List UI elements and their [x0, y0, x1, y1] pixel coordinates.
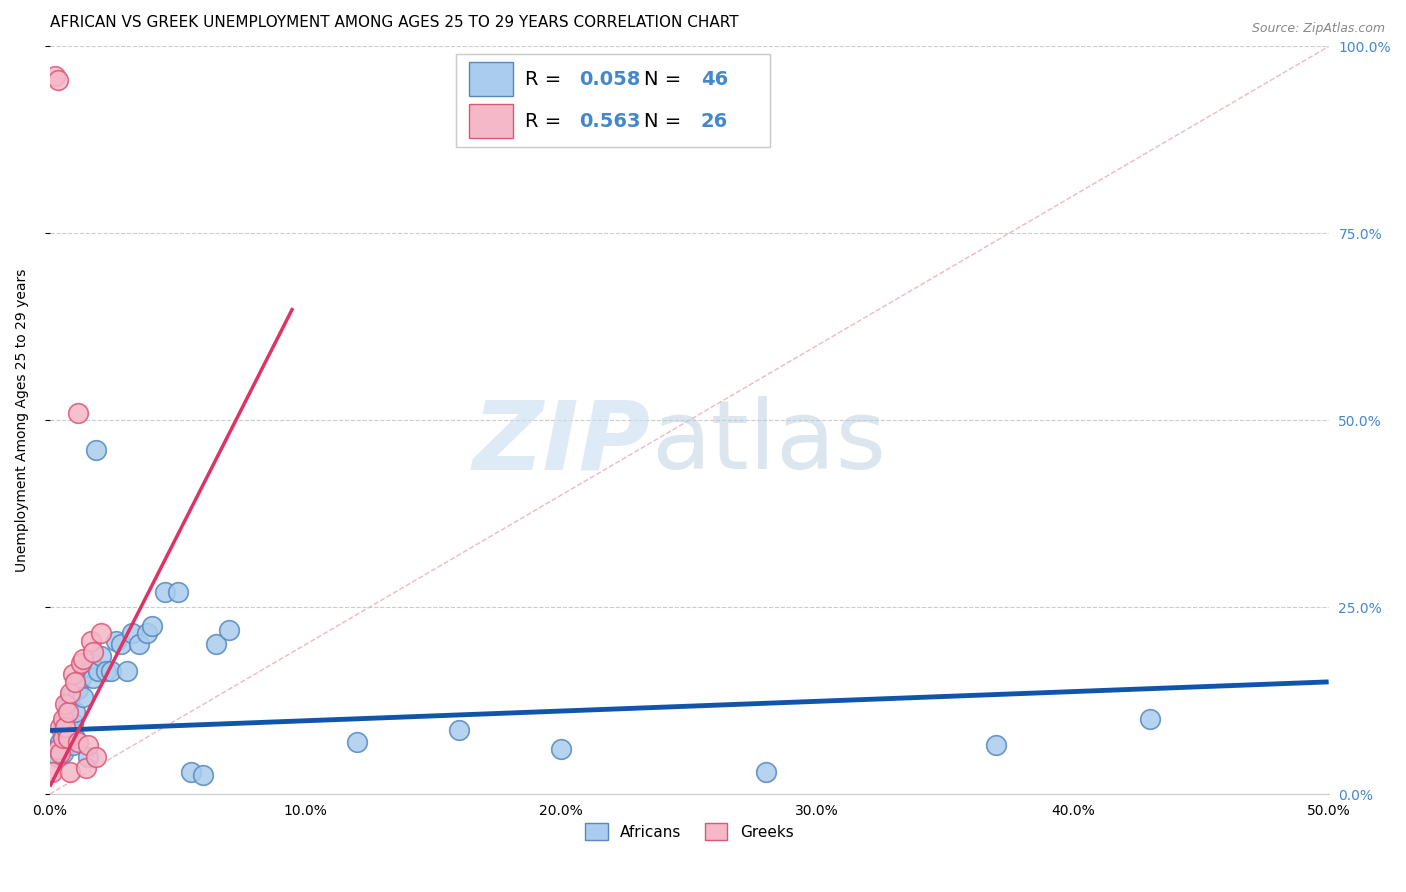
Point — [66, 734, 89, 748]
Point — [90, 648, 112, 663]
Point — [121, 626, 143, 640]
Point — [755, 764, 778, 779]
Point — [44, 742, 66, 756]
Point — [84, 749, 107, 764]
Point — [193, 768, 215, 782]
Point — [115, 664, 138, 678]
Point — [46, 73, 69, 87]
Text: atlas: atlas — [651, 396, 886, 489]
Point — [49, 734, 72, 748]
Point — [65, 674, 87, 689]
Point — [62, 716, 84, 731]
Point — [75, 660, 97, 674]
Point — [128, 638, 150, 652]
Y-axis label: Unemployment Among Ages 25 to 29 years: Unemployment Among Ages 25 to 29 years — [15, 268, 30, 572]
Point — [100, 664, 122, 678]
Point — [136, 626, 159, 640]
Point — [218, 623, 240, 637]
Point — [179, 764, 201, 779]
Point — [346, 734, 368, 748]
Point — [53, 698, 76, 712]
Point — [141, 619, 163, 633]
Legend: Africans, Greeks: Africans, Greeks — [579, 817, 800, 847]
Point — [56, 705, 79, 719]
Point — [53, 712, 76, 726]
Text: ZIP: ZIP — [472, 396, 651, 489]
Point — [80, 656, 103, 670]
Point — [77, 749, 100, 764]
Text: Source: ZipAtlas.com: Source: ZipAtlas.com — [1251, 22, 1385, 36]
Point — [59, 686, 82, 700]
Point — [44, 70, 66, 84]
Point — [72, 690, 94, 704]
Point — [1139, 712, 1161, 726]
Point — [59, 764, 82, 779]
Point — [84, 443, 107, 458]
Point — [69, 671, 91, 685]
Point — [69, 656, 91, 670]
Point — [153, 585, 176, 599]
Point — [75, 761, 97, 775]
Point — [53, 739, 76, 753]
Point — [82, 671, 104, 685]
Point — [52, 720, 75, 734]
Point — [94, 664, 117, 678]
Point — [87, 664, 110, 678]
Point — [65, 731, 87, 745]
Point — [105, 633, 128, 648]
Point — [77, 739, 100, 753]
Point — [53, 720, 76, 734]
Point — [550, 742, 572, 756]
Point — [72, 652, 94, 666]
Point — [59, 690, 82, 704]
Point — [62, 667, 84, 681]
Point — [52, 712, 75, 726]
Point — [56, 731, 79, 745]
Point — [46, 749, 69, 764]
Point — [166, 585, 188, 599]
Point — [62, 739, 84, 753]
Point — [66, 682, 89, 697]
Point — [59, 723, 82, 738]
Point — [90, 626, 112, 640]
Point — [986, 739, 1008, 753]
Point — [65, 705, 87, 719]
Point — [56, 731, 79, 745]
Point — [205, 638, 228, 652]
Point — [49, 746, 72, 760]
Point — [52, 731, 75, 745]
Point — [80, 633, 103, 648]
Point — [52, 746, 75, 760]
Point — [447, 723, 470, 738]
Point — [49, 720, 72, 734]
Point — [46, 742, 69, 756]
Point — [66, 406, 89, 420]
Point — [110, 638, 132, 652]
Text: AFRICAN VS GREEK UNEMPLOYMENT AMONG AGES 25 TO 29 YEARS CORRELATION CHART: AFRICAN VS GREEK UNEMPLOYMENT AMONG AGES… — [49, 15, 738, 30]
Point — [82, 645, 104, 659]
Point — [41, 764, 63, 779]
Point — [56, 698, 79, 712]
